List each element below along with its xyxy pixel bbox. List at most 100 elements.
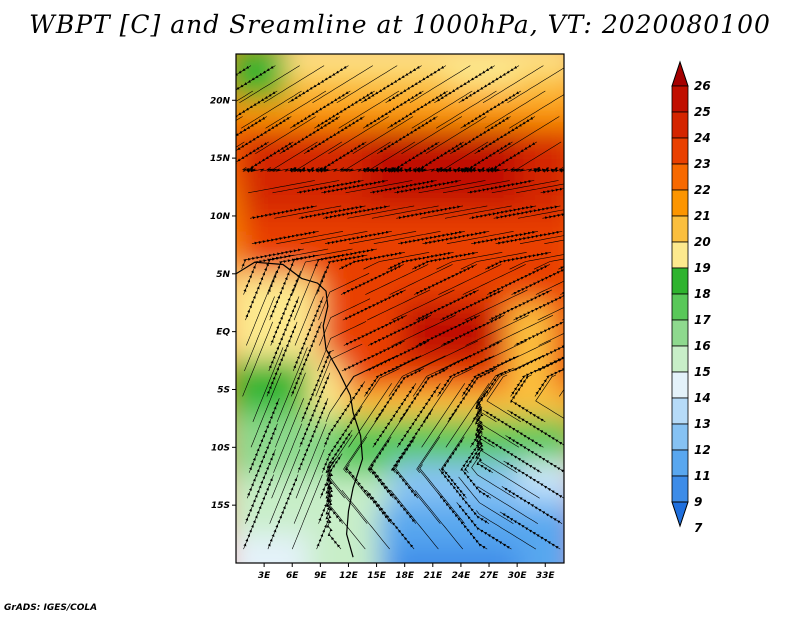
- field-cell: [308, 548, 321, 563]
- streamline: [561, 318, 564, 321]
- field-cell: [518, 56, 532, 72]
- field-cell: [566, 534, 579, 549]
- field-cell: [472, 114, 485, 130]
- field-cell: [460, 229, 474, 246]
- field-cell: [566, 375, 579, 390]
- field-cell: [413, 461, 427, 477]
- field-cell: [236, 519, 239, 535]
- field-cell: [390, 374, 403, 390]
- field-cell: [554, 172, 564, 188]
- field-cell: [448, 504, 462, 521]
- field-cell: [401, 331, 415, 347]
- field-cell: [542, 302, 556, 318]
- field-cell: [448, 490, 462, 506]
- field-cell: [261, 374, 274, 390]
- field-cell: [237, 345, 251, 362]
- field-cell: [343, 128, 356, 145]
- field-cell: [554, 186, 564, 202]
- field-cell: [401, 244, 415, 260]
- field-cell: [354, 374, 368, 390]
- field-cell: [236, 302, 239, 318]
- field-cell: [319, 186, 333, 202]
- field-cell: [554, 99, 564, 116]
- field-cell: [518, 143, 532, 159]
- x-tick-label: 30E: [508, 571, 528, 581]
- field-cell: [518, 504, 532, 521]
- field-cell: [507, 54, 520, 58]
- streamline: [456, 502, 512, 550]
- field-cell: [343, 519, 356, 535]
- field-cell: [483, 244, 497, 260]
- field-cell: [249, 128, 263, 145]
- colorbar-segment: [671, 423, 689, 451]
- field-cell: [378, 388, 392, 405]
- field-cell: [236, 287, 239, 304]
- field-cell: [460, 215, 474, 231]
- field-cell: [542, 388, 556, 405]
- field-cell: [401, 374, 415, 390]
- field-cell: [495, 548, 509, 563]
- field-cell: [566, 389, 579, 404]
- field-cell: [401, 56, 415, 72]
- field-cell: [331, 519, 345, 535]
- field-cell: [366, 287, 380, 304]
- field-cell: [530, 533, 544, 550]
- field-cell: [472, 519, 485, 535]
- field-cell: [566, 418, 579, 433]
- field-cell: [554, 143, 564, 159]
- field-cell: [495, 345, 509, 362]
- field-cell: [236, 461, 239, 477]
- field-cell: [343, 54, 356, 58]
- colorbar-segment: [671, 345, 689, 373]
- field-cell: [507, 331, 520, 347]
- field-cell: [542, 519, 556, 535]
- field-cell: [237, 475, 251, 492]
- field-cell: [236, 229, 239, 246]
- field-cell: [272, 345, 286, 362]
- y-tick-label: 5N: [216, 270, 230, 280]
- field-cell: [507, 200, 520, 217]
- field-cell: [237, 548, 251, 563]
- field-cell: [554, 417, 564, 434]
- x-axis: 3E 6E 9E 12E 15E 18E 21E 24E 27E 30E 33E: [258, 563, 555, 581]
- field-cell: [390, 287, 403, 304]
- field-cell: [542, 403, 556, 419]
- field-cell: [296, 504, 310, 521]
- field-cell: [542, 446, 556, 463]
- field-cell: [236, 56, 239, 72]
- field-cell: [554, 548, 564, 563]
- field-cell: [554, 475, 564, 492]
- field-cell: [308, 519, 321, 535]
- field-cell: [566, 259, 579, 274]
- field-cell: [507, 374, 520, 390]
- field-cell: [261, 548, 274, 563]
- field-cell: [296, 475, 310, 492]
- field-cell: [483, 417, 497, 434]
- field-cell: [249, 316, 263, 333]
- colorbar-segment: [671, 371, 689, 399]
- field-cell: [296, 316, 310, 333]
- streamline: [560, 265, 564, 295]
- field-cell: [354, 70, 368, 87]
- colorbar-label: 16: [694, 339, 711, 353]
- field-cell: [272, 302, 286, 318]
- field-cell: [237, 360, 251, 376]
- field-cell: [390, 548, 403, 563]
- field-cell: [554, 114, 564, 130]
- field-cell: [413, 475, 427, 492]
- field-cell: [236, 215, 239, 231]
- field-cell: [296, 258, 310, 275]
- streamline: [542, 205, 564, 220]
- field-cell: [236, 316, 239, 333]
- field-cell: [495, 519, 509, 535]
- field-cell: [554, 302, 564, 318]
- field-cell: [319, 519, 333, 535]
- field-cell: [378, 475, 392, 492]
- field-cell: [472, 548, 485, 563]
- streamline: [342, 289, 406, 321]
- field-cell: [343, 56, 356, 72]
- field-cell: [413, 287, 427, 304]
- field-cell: [483, 143, 497, 159]
- field-cell: [460, 143, 474, 159]
- field-cell: [425, 56, 438, 72]
